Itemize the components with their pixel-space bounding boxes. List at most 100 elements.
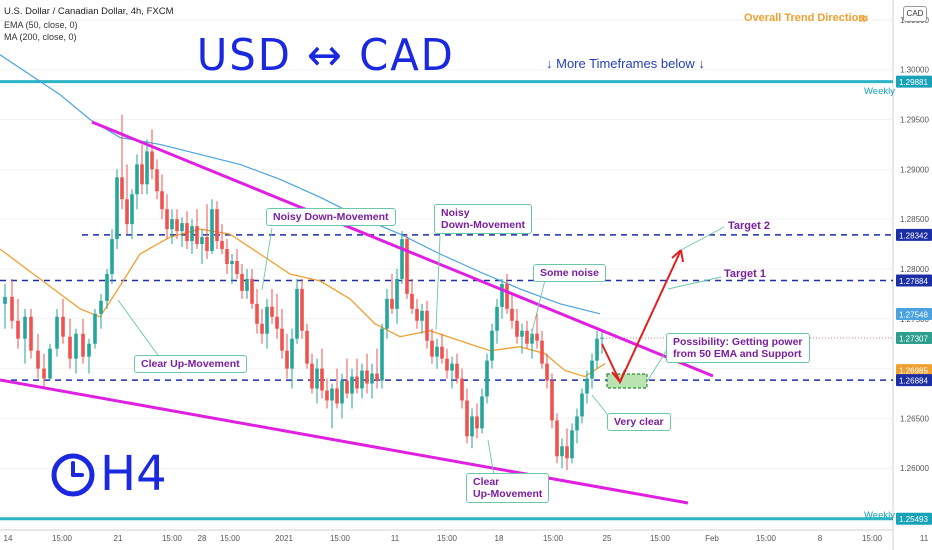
candle-body <box>595 338 599 361</box>
candle-body <box>170 219 174 230</box>
candle-body <box>130 194 134 225</box>
candle-body <box>16 320 20 339</box>
candle-body <box>280 328 284 351</box>
candle-body <box>500 283 504 307</box>
price-tag-bg <box>896 374 932 387</box>
candle-body <box>400 239 404 279</box>
annotation-possibility[interactable]: Possibility: Getting power from 50 EMA a… <box>666 333 810 363</box>
candle-body <box>590 360 594 379</box>
candle-body <box>480 396 484 429</box>
price-tag-text: 1.29881 <box>899 78 928 87</box>
currency-button[interactable]: CAD <box>903 6 927 22</box>
candle-body <box>580 393 584 417</box>
price-tick-label: 1.28500 <box>900 215 929 224</box>
annotation-noisy-down-2-line2: Down-Movement <box>441 219 525 231</box>
candle-body <box>340 380 344 404</box>
time-axis: 14 15:00 21 15:00 28 15:00 2021 15:00 11 15:00 18 1… <box>4 534 929 543</box>
candle-body <box>48 348 52 379</box>
time-tick-label: 15:00 <box>756 534 777 543</box>
candle-body <box>410 293 414 309</box>
candle-body <box>68 336 72 359</box>
candle-body <box>145 151 149 185</box>
candle-body <box>125 199 129 225</box>
candle-body <box>560 446 564 457</box>
annotation-clear-up-2[interactable]: Clear Up-Movement <box>466 473 550 503</box>
time-tick-label: 14 <box>4 534 13 543</box>
candle-body <box>160 191 164 210</box>
candle-body <box>165 209 169 230</box>
candle-body <box>120 177 124 200</box>
annotation-very-clear[interactable]: Very clear <box>607 413 671 431</box>
candle-body <box>505 283 509 309</box>
candle-body <box>195 226 199 245</box>
candle-body <box>210 209 214 252</box>
candle-body <box>185 223 189 242</box>
candle-body <box>345 380 349 394</box>
time-tick-label: 11 <box>920 534 929 543</box>
candle-body <box>150 151 154 170</box>
price-tag-text: 1.25493 <box>899 515 928 524</box>
candle-body <box>360 370 364 389</box>
candle-body <box>115 177 119 240</box>
price-tick-label: 1.28000 <box>900 265 929 274</box>
trend-direction-label: Overall Trend Direction: <box>744 12 869 24</box>
time-tick-label: 18 <box>495 534 504 543</box>
ma-indicator-label[interactable]: MA (200, close, 0) <box>4 32 77 42</box>
handwritten-pair: USD ↔ CAD <box>196 30 455 81</box>
price-tick-label: 1.26500 <box>900 414 929 423</box>
symbol-title: U.S. Dollar / Canadian Dollar, 4h, FXCM <box>4 6 174 17</box>
candle-body <box>440 346 444 359</box>
lower-trendline <box>0 378 689 505</box>
price-tick-label: 1.30000 <box>900 66 929 75</box>
moving-averages <box>0 54 606 378</box>
price-tick-label: 1.26000 <box>900 464 929 473</box>
annotation-some-noise[interactable]: Some noise <box>533 264 606 282</box>
annotation-noisy-down-2[interactable]: Noisy Down-Movement <box>434 204 532 234</box>
candle-body <box>405 239 409 294</box>
candle-body <box>425 310 429 341</box>
candle-body <box>110 239 114 274</box>
time-tick-label: 15:00 <box>220 534 241 543</box>
ema-indicator-label[interactable]: EMA (50, close, 0) <box>4 20 78 30</box>
price-tag-text: 1.27884 <box>899 277 928 286</box>
candle-body <box>10 296 14 321</box>
candle-body <box>475 416 479 429</box>
candle-body <box>555 420 559 457</box>
candle-body <box>550 380 554 421</box>
candle-body <box>225 249 229 264</box>
candle-body <box>385 298 389 329</box>
candle-body <box>565 446 569 459</box>
candle-body <box>99 300 103 314</box>
time-tick-label: 21 <box>114 534 123 543</box>
annotation-noisy-down-1[interactable]: Noisy Down-Movement <box>266 208 396 226</box>
annotation-target-1: Target 1 <box>724 268 766 280</box>
candle-body <box>260 323 264 334</box>
candle-body <box>215 209 219 242</box>
time-tick-label: 15:00 <box>650 534 671 543</box>
candle-body <box>285 350 289 369</box>
candle-body <box>450 363 454 371</box>
callout-pointer <box>647 347 669 381</box>
candle-body <box>240 273 244 291</box>
candle-body <box>515 320 519 337</box>
candle-body <box>3 296 7 304</box>
time-tick-label: 2021 <box>275 534 293 543</box>
candle-body <box>335 388 339 404</box>
candle-body <box>55 316 59 349</box>
annotation-target-2: Target 2 <box>728 220 770 232</box>
candlesticks <box>3 114 604 471</box>
candle-body <box>445 358 449 371</box>
candle-body <box>295 288 299 339</box>
double-chevron-right-icon: » <box>858 8 870 29</box>
price-tag-text: 1.26985 <box>899 367 928 376</box>
callout-pointer <box>261 227 273 291</box>
candle-body <box>380 328 384 381</box>
candle-body <box>585 378 589 394</box>
candle-body <box>465 400 469 437</box>
price-tick-label: 1.29500 <box>900 116 929 125</box>
annotation-clear-up-1[interactable]: Clear Up-Movement <box>134 355 247 373</box>
candle-body <box>305 330 309 364</box>
upper-trendline <box>91 120 714 378</box>
time-tick-label: 15:00 <box>162 534 183 543</box>
